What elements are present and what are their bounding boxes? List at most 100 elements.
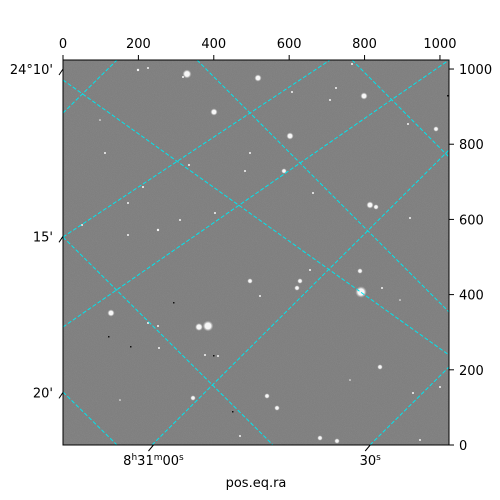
top-tick-label: 0	[59, 37, 67, 52]
star	[196, 324, 202, 330]
star	[412, 392, 414, 394]
star	[179, 219, 181, 221]
grid-line	[63, 60, 331, 238]
ra-unit-superscript: h	[131, 453, 137, 463]
star	[81, 224, 83, 226]
star	[239, 435, 241, 437]
star	[182, 76, 184, 78]
grid-line	[63, 79, 449, 356]
star	[127, 202, 129, 204]
star	[191, 396, 195, 400]
star	[309, 269, 311, 271]
dark-speck	[232, 411, 234, 413]
star	[329, 99, 331, 101]
star	[291, 91, 293, 93]
star	[409, 217, 411, 219]
top-tick-label: 200	[126, 37, 151, 52]
ra-tick-label: 8h31m00s	[123, 453, 184, 469]
right-tick-label: 200	[459, 364, 484, 379]
star	[349, 379, 351, 381]
star	[109, 311, 113, 315]
star	[99, 119, 101, 121]
star	[362, 94, 366, 98]
star	[142, 186, 144, 188]
star	[158, 347, 160, 349]
star	[439, 386, 441, 388]
star	[147, 67, 149, 69]
dec-tick-label: 20'	[33, 386, 53, 401]
ra-unit-superscript: s	[179, 453, 184, 463]
grid-line	[369, 366, 449, 445]
star	[335, 87, 337, 89]
dec-tick-mark	[58, 236, 64, 243]
star	[295, 286, 299, 290]
top-tick-label: 800	[352, 37, 377, 52]
star	[147, 322, 149, 324]
star	[282, 169, 286, 173]
star	[374, 205, 378, 209]
star	[399, 299, 401, 301]
dec-tick-label: 15'	[33, 230, 53, 245]
star	[335, 439, 339, 443]
dark-speck	[130, 346, 132, 348]
dark-speck	[447, 95, 449, 97]
top-tick-label: 400	[201, 37, 226, 52]
top-tick-label: 600	[277, 37, 302, 52]
pixel-y-axis-right: 0 200 400 600 800 1000	[449, 63, 492, 454]
star	[205, 323, 211, 329]
grid-line	[351, 60, 449, 158]
dark-speck	[108, 336, 110, 338]
ra-axis-bottom: 8h31m00s 30s	[123, 444, 382, 469]
star	[298, 279, 302, 283]
star	[214, 212, 216, 214]
star	[275, 406, 279, 410]
ra-unit-superscript: m	[154, 453, 163, 463]
star	[156, 228, 160, 232]
star	[259, 295, 261, 297]
star	[407, 123, 409, 125]
plot-frame	[62, 59, 450, 446]
grid-line	[63, 391, 118, 445]
right-tick-label: 600	[459, 213, 484, 228]
star	[188, 164, 190, 166]
grid-line	[63, 60, 118, 114]
star	[157, 325, 159, 327]
star	[248, 279, 252, 283]
star	[312, 192, 314, 194]
ra-tick-mark	[364, 444, 371, 452]
dec-tick-label: 24°10'	[10, 63, 53, 78]
x-axis-title: pos.eq.ra	[226, 476, 287, 491]
star	[318, 436, 322, 440]
star	[256, 76, 260, 80]
right-tick-label: 400	[459, 289, 484, 304]
ra-tick-label: 30s	[360, 453, 382, 469]
ra-value-part: 30	[360, 454, 377, 469]
star	[378, 365, 382, 369]
top-tick-label: 1000	[423, 37, 456, 52]
dark-speck	[173, 302, 175, 304]
star	[217, 355, 219, 357]
star	[184, 71, 190, 77]
star	[104, 152, 106, 154]
dark-speck	[213, 355, 215, 357]
star	[249, 152, 251, 154]
grid-line	[63, 236, 274, 445]
dec-tick-mark	[58, 68, 64, 76]
star	[265, 394, 269, 398]
star	[127, 234, 129, 236]
star	[358, 269, 362, 273]
star	[288, 134, 292, 138]
ra-tick-mark	[148, 444, 154, 452]
ra-value-part: 31	[137, 454, 154, 469]
right-tick-label: 800	[459, 138, 484, 153]
right-tick-label: 0	[459, 439, 467, 454]
star	[351, 63, 353, 65]
ra-unit-superscript: s	[376, 453, 381, 463]
sky-image	[63, 60, 449, 445]
star	[434, 127, 438, 131]
star	[419, 439, 421, 441]
right-tick-label: 1000	[459, 63, 492, 78]
pixel-x-axis-top: 0 200 400 600 800 1000	[59, 37, 457, 60]
star	[381, 287, 383, 289]
star	[204, 354, 206, 356]
